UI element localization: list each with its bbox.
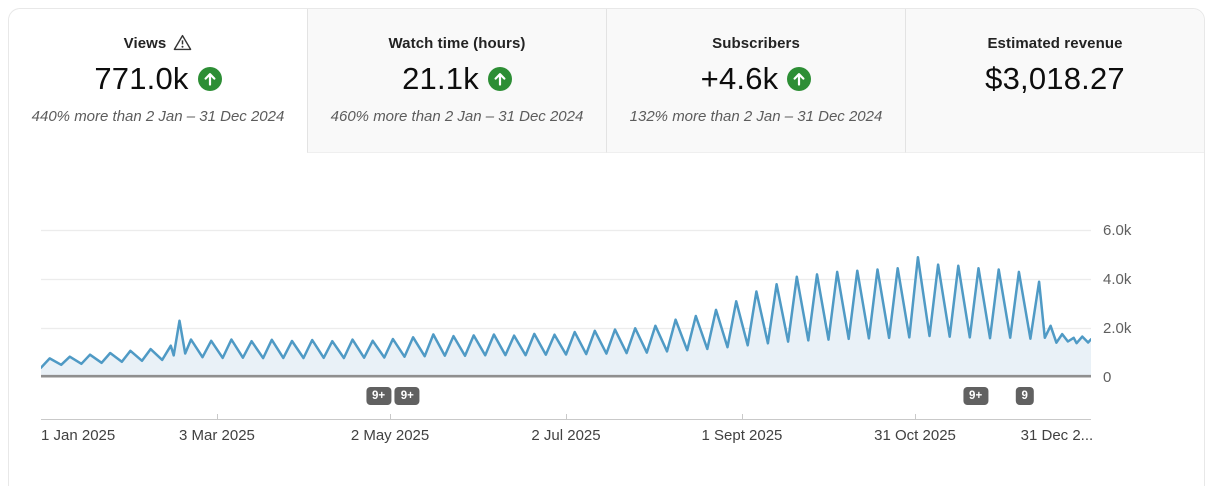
watch-time-comparison: 460% more than 2 Jan – 31 Dec 2024 [330,108,584,125]
tab-subscribers-label: Subscribers [712,34,800,52]
views-comparison: 440% more than 2 Jan – 31 Dec 2024 [31,108,285,125]
series-area-fill [41,257,1091,378]
x-axis-tick [566,414,567,419]
y-axis-label: 6.0k [1103,221,1132,239]
views-trend-chart[interactable] [41,206,1091,379]
y-axis-label: 4.0k [1103,270,1132,288]
warning-icon[interactable] [173,34,192,51]
x-axis-tick [390,414,392,419]
subscribers-value: +4.6k [700,61,779,96]
tab-watch-time-label: Watch time (hours) [388,34,526,52]
watch-time-value: 21.1k [402,61,479,96]
x-axis-tick [741,414,743,419]
x-axis-label: 31 Oct 2025 [874,427,956,444]
subscribers-comparison: 132% more than 2 Jan – 31 Dec 2024 [629,108,883,125]
published-content-badge[interactable]: 9+ [365,387,392,405]
trend-up-icon [787,67,812,91]
metric-tabs: Views 771.0k 440% mo [9,9,1204,153]
trend-up-icon [487,67,512,91]
tab-views-label: Views [123,34,167,52]
published-content-badge[interactable]: 9+ [963,387,989,405]
chart-region[interactable]: 6.0k 4.0k 2.0k 0 1 Jan 2025 3 Mar 2025 2 May … [9,153,1204,487]
tab-revenue-label: Estimated revenue [987,34,1123,52]
x-axis-label: 3 Mar 2025 [179,427,255,444]
x-axis-label: 2 Jul 2025 [531,427,601,444]
tab-views[interactable]: Views 771.0k 440% mo [9,9,307,153]
x-axis-line [41,419,1091,420]
analytics-card: Views 771.0k 440% mo [8,8,1205,487]
tab-estimated-revenue[interactable]: Estimated revenue $3,018.27 [905,9,1204,153]
tab-watch-time[interactable]: Watch time (hours) 21.1k 460% more than … [307,9,606,153]
x-axis-label: 1 Sept 2025 [701,427,783,444]
x-axis-label: 2 May 2025 [350,427,430,444]
series-line [41,255,1091,369]
views-value: 771.0k [94,61,189,96]
y-axis-label: 0 [1103,368,1112,386]
revenue-value: $3,018.27 [985,61,1125,96]
x-axis-tick [915,414,917,419]
x-axis-label: 1 Jan 2025 [41,427,116,444]
tab-subscribers[interactable]: Subscribers +4.6k 132% more than 2 Jan –… [606,9,905,153]
published-content-badge[interactable]: 9 [1015,387,1034,405]
x-axis-label: 31 Dec 2... [1020,427,1094,444]
trend-up-icon [197,67,222,91]
y-axis-label: 2.0k [1103,319,1132,337]
published-content-badge[interactable]: 9+ [394,387,420,405]
x-axis-tick [216,414,218,419]
